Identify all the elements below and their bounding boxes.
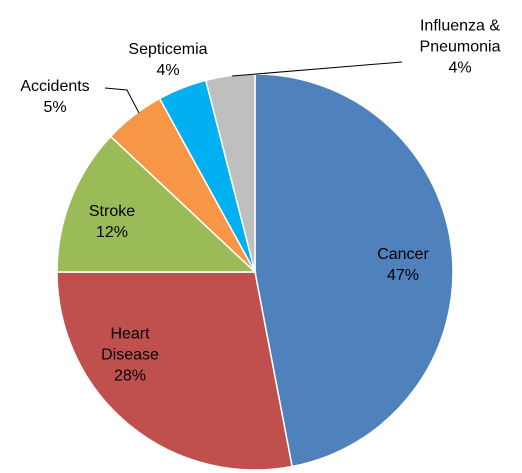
slice-label: Heart Disease 28% — [90, 324, 170, 387]
slice-label: Cancer 47% — [358, 244, 448, 286]
slice-name: Heart Disease — [101, 325, 159, 364]
pie-slice — [56, 135, 257, 273]
slice-name: Cancer — [377, 246, 429, 263]
slice-label: Accidents 5% — [0, 76, 110, 118]
slice-label: Influenza & Pneumonia 4% — [405, 16, 515, 79]
slice-name: Septicemia — [128, 41, 208, 58]
slice-value: 5% — [43, 99, 67, 116]
slice-value: 4% — [156, 62, 180, 79]
leader-line — [231, 61, 403, 77]
slice-value: 28% — [113, 367, 147, 385]
slice-value: 47% — [386, 267, 420, 284]
slice-value: 4% — [448, 59, 472, 77]
slice-name: Stroke — [88, 203, 136, 220]
slice-label: Stroke 12% — [72, 201, 152, 243]
slice-name: Influenza & Pneumonia — [419, 17, 501, 56]
pie-slice — [254, 73, 454, 468]
leader-line — [104, 87, 140, 114]
slice-value: 12% — [95, 224, 129, 241]
slice-name: Accidents — [20, 78, 90, 95]
pie-slice — [56, 271, 293, 471]
slice-label: Septicemia 4% — [108, 39, 228, 81]
